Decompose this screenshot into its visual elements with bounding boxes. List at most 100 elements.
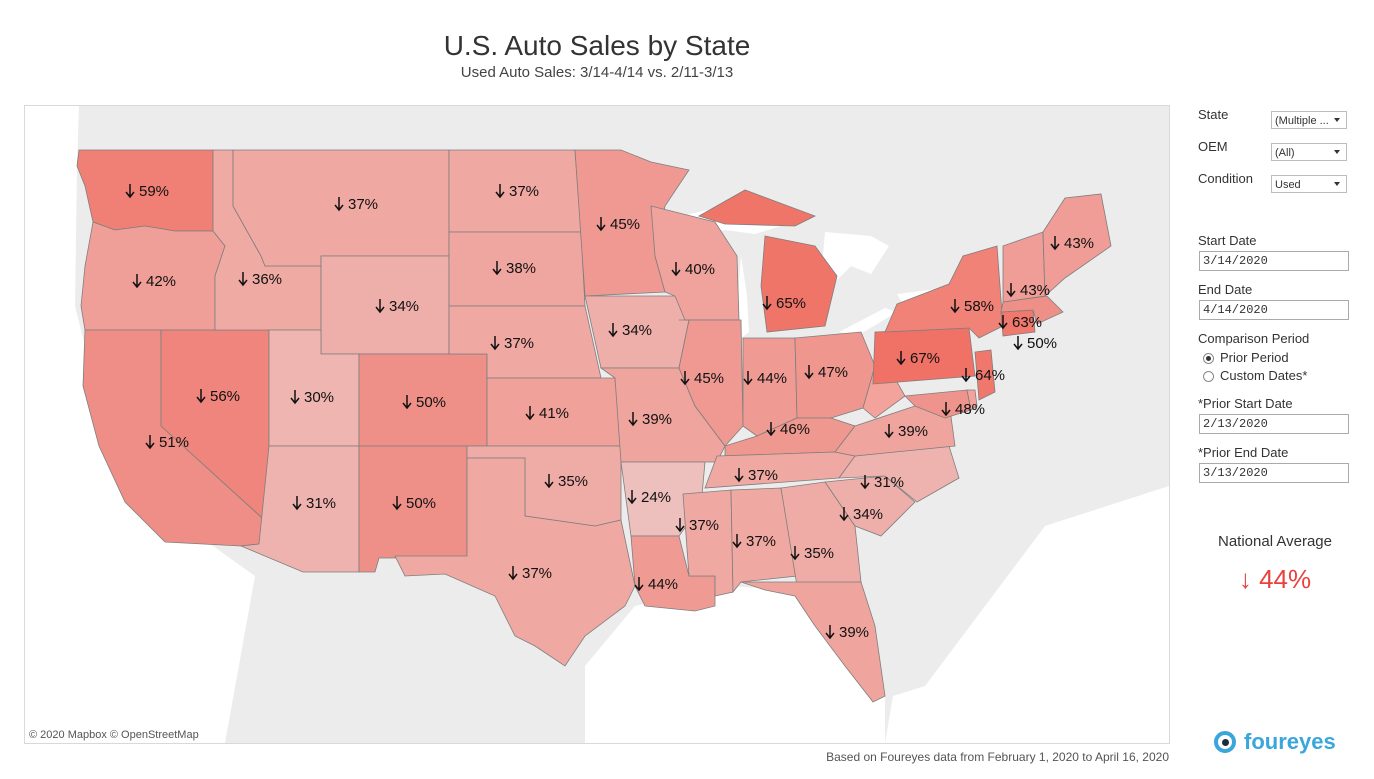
state-alabama[interactable] <box>730 487 798 594</box>
end-date-input[interactable]: 4/14/2020 <box>1199 300 1349 320</box>
state-florida[interactable] <box>740 581 886 703</box>
state-wyoming[interactable] <box>320 255 450 355</box>
state-label-south-carolina: 34% <box>839 506 883 523</box>
condition-filter: Condition Used <box>1198 169 1349 193</box>
state-louisiana[interactable] <box>630 535 716 612</box>
gulf-of-mexico <box>585 586 885 743</box>
us-choropleth-map[interactable]: 59% 42% 51% 56% 36% 37% 34% 30% 31% 50% 50% 37% 38% 3… <box>25 106 1169 743</box>
down-arrow-icon <box>596 217 606 232</box>
state-label-pennsylvania: 67% <box>896 350 940 367</box>
prior-start-date-input[interactable]: 2/13/2020 <box>1199 414 1349 434</box>
state-label-california: 51% <box>145 434 189 451</box>
radio-prior-period[interactable]: Prior Period <box>1203 350 1289 365</box>
radio-custom-dates-label: Custom Dates* <box>1220 368 1308 383</box>
down-arrow-icon <box>1050 236 1060 251</box>
down-arrow-icon <box>896 351 906 366</box>
state-texas[interactable] <box>394 457 636 667</box>
state-label-georgia: 35% <box>790 545 834 562</box>
state-label-mississippi: 37% <box>675 517 719 534</box>
state-label-kentucky: 46% <box>766 421 810 438</box>
down-arrow-icon <box>290 390 300 405</box>
state-label-indiana: 44% <box>743 370 787 387</box>
state-value-label: 41% <box>539 405 569 422</box>
state-new-jersey[interactable] <box>974 349 996 401</box>
down-arrow-icon <box>732 534 742 549</box>
down-arrow-icon <box>634 577 644 592</box>
start-date-input[interactable]: 3/14/2020 <box>1199 251 1349 271</box>
radio-custom-dates[interactable]: Custom Dates* <box>1203 368 1307 383</box>
state-massachusetts[interactable] <box>1000 295 1064 325</box>
dropdown-caret-icon <box>1334 150 1340 154</box>
down-arrow-icon <box>961 368 971 383</box>
down-arrow-icon <box>680 371 690 386</box>
down-arrow-icon <box>132 274 142 289</box>
state-filter: State (Multiple ... <box>1198 105 1349 129</box>
end-date-label: End Date <box>1198 282 1253 297</box>
down-arrow-icon <box>941 402 951 417</box>
oem-filter-label: OEM <box>1198 139 1228 154</box>
down-arrow-icon <box>860 475 870 490</box>
state-label-maine: 43% <box>1050 235 1094 252</box>
state-label-new-jersey: 64% <box>961 367 1005 384</box>
condition-dropdown[interactable]: Used <box>1271 175 1347 193</box>
state-maine[interactable] <box>1042 193 1112 297</box>
state-label-wyoming: 34% <box>375 298 419 315</box>
state-value-label: 34% <box>853 506 883 523</box>
oem-dropdown-value: (All) <box>1275 147 1295 159</box>
state-label-illinois: 45% <box>680 370 724 387</box>
state-value-label: 24% <box>641 489 671 506</box>
state-value-label: 37% <box>509 183 539 200</box>
state-maryland[interactable] <box>904 389 972 419</box>
national-average-value: ↓ 44% <box>1238 564 1312 594</box>
down-arrow-icon <box>675 518 685 533</box>
state-label-ohio: 47% <box>804 364 848 381</box>
state-minnesota[interactable] <box>574 149 690 297</box>
radio-prior-period-label: Prior Period <box>1220 350 1289 365</box>
state-label-wisconsin: 40% <box>671 261 715 278</box>
state-label-minnesota: 45% <box>596 216 640 233</box>
state-michigan[interactable] <box>697 189 838 333</box>
state-illinois[interactable] <box>678 319 744 447</box>
state-label-alabama: 37% <box>732 533 776 550</box>
state-value-label: 48% <box>955 401 985 418</box>
state-dropdown[interactable]: (Multiple ... <box>1271 111 1347 129</box>
state-value-label: 40% <box>685 261 715 278</box>
state-label-nebraska: 37% <box>490 335 534 352</box>
state-value-label: 37% <box>522 565 552 582</box>
state-value-label: 65% <box>776 295 806 312</box>
down-arrow-icon <box>238 272 248 287</box>
state-label-nevada: 56% <box>196 388 240 405</box>
state-value-label: 39% <box>839 624 869 641</box>
state-value-label: 42% <box>146 273 176 290</box>
lake-huron <box>823 232 889 286</box>
comparison-period-label: Comparison Period <box>1198 331 1310 346</box>
down-arrow-icon <box>804 365 814 380</box>
state-value-label: 36% <box>252 271 282 288</box>
state-label-south-dakota: 38% <box>492 260 536 277</box>
state-label-new-mexico: 50% <box>392 495 436 512</box>
state-label-oklahoma: 35% <box>544 473 588 490</box>
eye-logo-icon <box>1214 731 1236 753</box>
prior-end-date-input[interactable]: 3/13/2020 <box>1199 463 1349 483</box>
state-label-michigan: 65% <box>762 295 806 312</box>
state-label-missouri: 39% <box>628 411 672 428</box>
condition-dropdown-value: Used <box>1275 179 1301 191</box>
down-arrow-icon <box>884 424 894 439</box>
down-arrow-icon <box>292 496 302 511</box>
state-value-label: 45% <box>694 370 724 387</box>
state-georgia[interactable] <box>780 481 862 587</box>
down-arrow-icon <box>544 474 554 489</box>
state-south-carolina[interactable] <box>824 475 916 537</box>
down-arrow-icon <box>492 261 502 276</box>
map-view[interactable]: 59% 42% 51% 56% 36% 37% 34% 30% 31% 50% 50% 37% 38% 3… <box>24 105 1170 744</box>
state-value-label: 59% <box>139 183 169 200</box>
state-value-label: 38% <box>506 260 536 277</box>
state-delaware[interactable] <box>966 389 978 411</box>
state-value-label: 44% <box>648 576 678 593</box>
map-attribution[interactable]: © 2020 Mapbox © OpenStreetMap <box>29 729 199 741</box>
state-value-label: 43% <box>1064 235 1094 252</box>
oem-dropdown[interactable]: (All) <box>1271 143 1347 161</box>
state-value-label: 31% <box>306 495 336 512</box>
lake-michigan <box>737 256 749 338</box>
data-source-note: Based on Foureyes data from February 1, … <box>826 750 1169 764</box>
